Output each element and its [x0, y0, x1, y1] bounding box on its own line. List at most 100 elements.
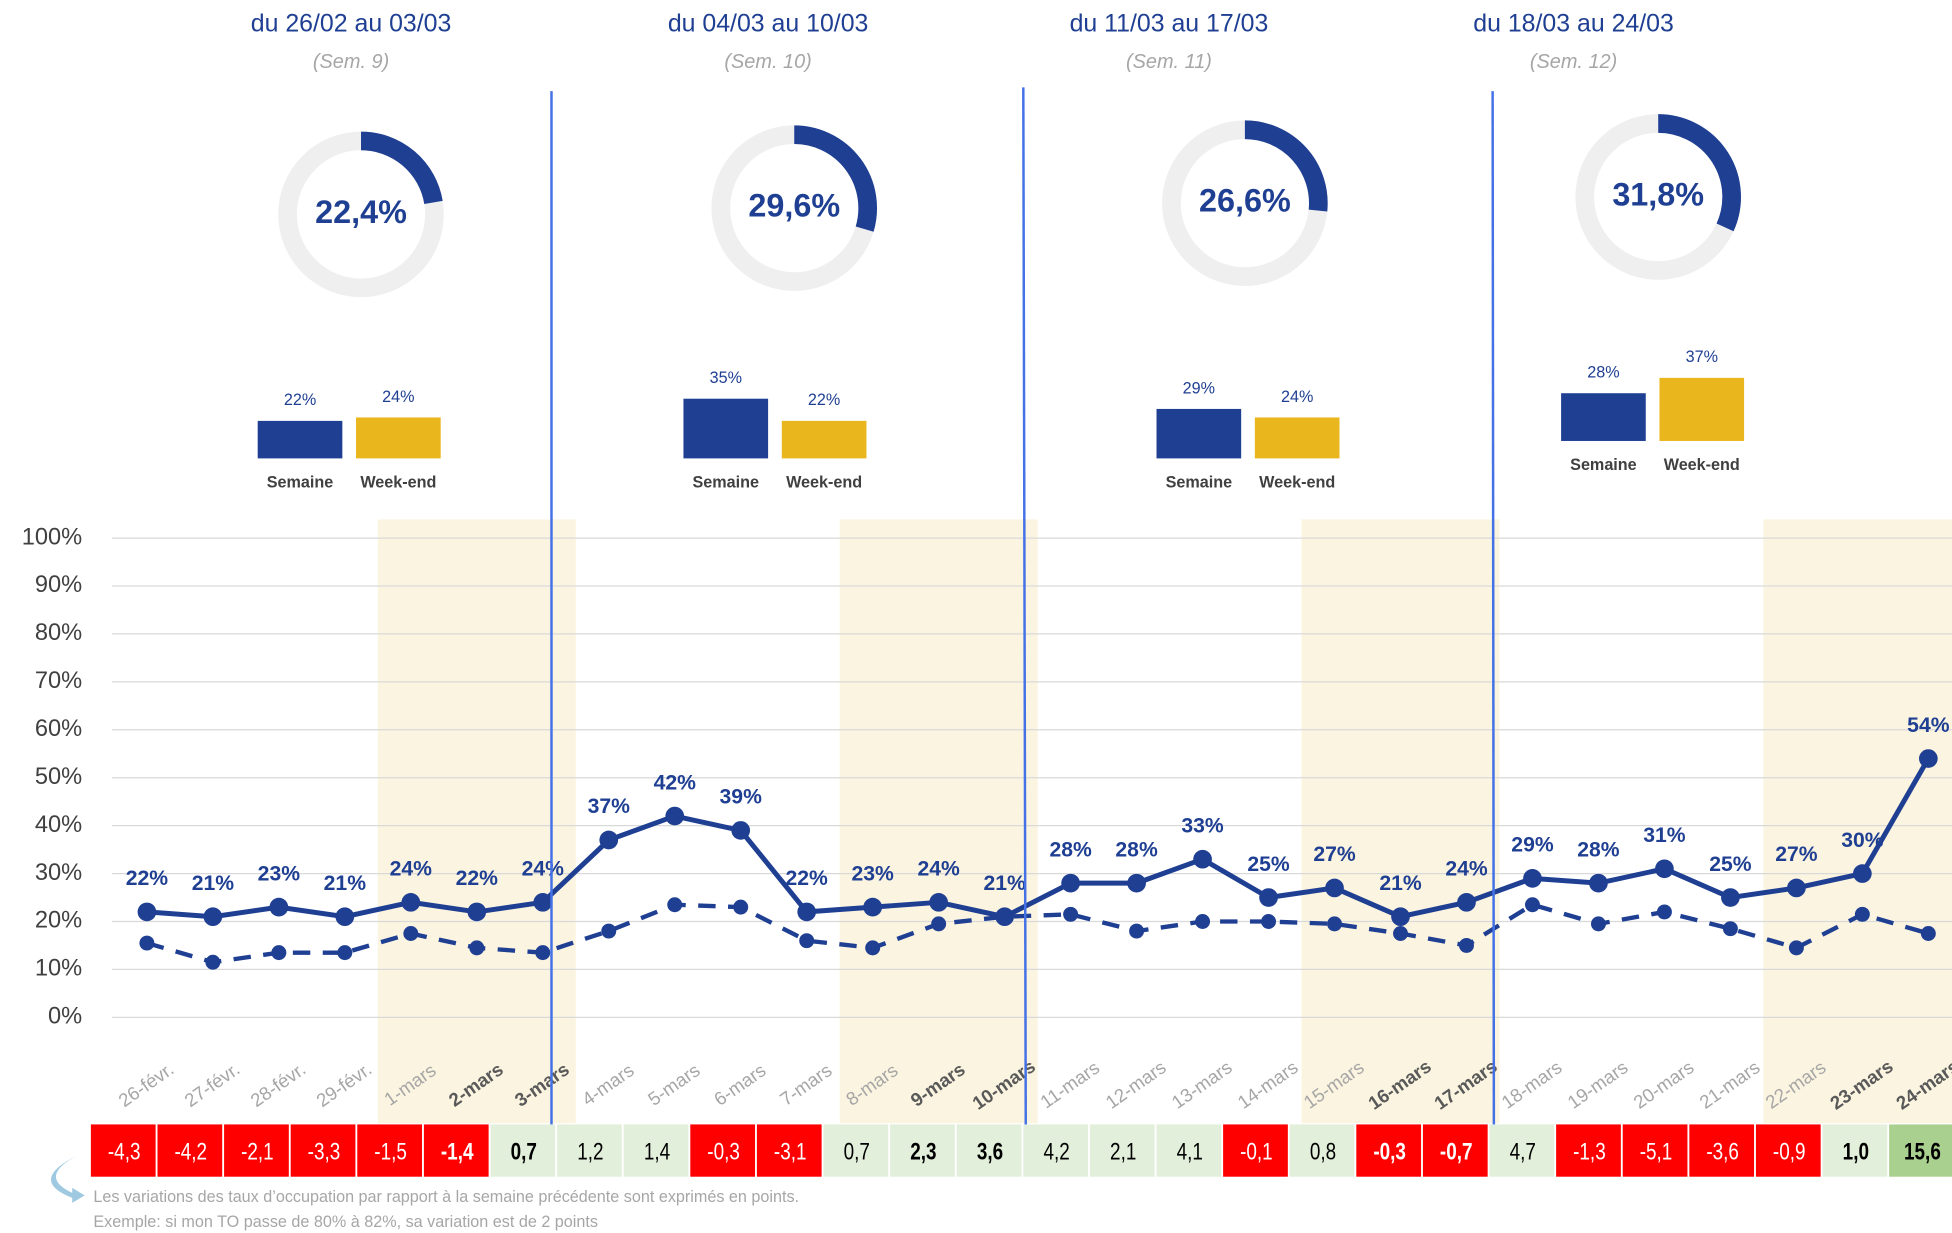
- point: [1655, 859, 1674, 879]
- point: [1787, 878, 1806, 898]
- variation-label: -1,5: [374, 1138, 407, 1165]
- data-label: 39%: [720, 786, 763, 809]
- data-label: 22%: [456, 867, 499, 890]
- point: [599, 830, 619, 850]
- point: [799, 933, 815, 949]
- point: [1061, 873, 1080, 893]
- x-tick-label: 21-mars: [1695, 1056, 1763, 1112]
- variation-cell: [1156, 1124, 1222, 1177]
- variation-label: -3,1: [774, 1138, 807, 1165]
- data-label: 33%: [1181, 814, 1224, 837]
- point: [1722, 921, 1738, 937]
- point: [1457, 892, 1476, 912]
- variation-cell: [157, 1124, 223, 1177]
- variation-label: 0,7: [511, 1138, 537, 1165]
- data-label: 25%: [1247, 853, 1290, 876]
- x-tick-label: 5-mars: [644, 1059, 704, 1109]
- variation-label: -2,1: [241, 1138, 274, 1165]
- point: [1590, 916, 1606, 932]
- bar-value-label: 24%: [1281, 388, 1313, 406]
- x-tick-label: 18-mars: [1498, 1056, 1566, 1112]
- variation-cell: [290, 1124, 356, 1177]
- point: [535, 945, 551, 961]
- data-label: 23%: [852, 862, 895, 885]
- variation-label: -0,1: [1240, 1138, 1273, 1165]
- bar-value-label: 22%: [284, 391, 316, 409]
- point: [1195, 914, 1211, 929]
- point: [1721, 888, 1740, 907]
- point: [1523, 869, 1542, 888]
- variation-cell: [1422, 1124, 1488, 1177]
- variation-label: -0,3: [1373, 1138, 1406, 1165]
- bar-value-label: 35%: [710, 369, 742, 387]
- data-label: 24%: [1445, 858, 1488, 881]
- variation-label: -4,2: [174, 1138, 207, 1165]
- data-label: 42%: [654, 771, 697, 794]
- bar: [356, 417, 441, 459]
- x-tick-label: 11-mars: [1036, 1057, 1103, 1113]
- weekend-band: [377, 519, 576, 1124]
- point: [1063, 906, 1079, 922]
- variation-cell: [557, 1124, 622, 1177]
- data-label: 21%: [983, 872, 1026, 895]
- bar-value-label: 22%: [808, 391, 840, 409]
- point: [1459, 937, 1474, 953]
- week-subtitle: (Sem. 9): [313, 51, 389, 73]
- point: [1327, 916, 1342, 932]
- week-title: du 18/03 au 24/03: [1473, 10, 1674, 38]
- variation-label: 2,3: [910, 1138, 936, 1165]
- point: [931, 916, 947, 932]
- x-tick-label: 4-mars: [578, 1059, 638, 1109]
- y-tick-label: 60%: [35, 716, 82, 742]
- y-tick-label: 0%: [48, 1004, 82, 1030]
- donut-arc: [793, 125, 878, 232]
- bar-category-label: Week-end: [786, 474, 862, 492]
- point: [1391, 907, 1410, 927]
- point: [401, 892, 421, 912]
- variation-cell: [1023, 1124, 1089, 1177]
- point: [139, 935, 155, 951]
- x-tick-label: 20-mars: [1629, 1056, 1697, 1112]
- point: [1525, 897, 1540, 913]
- variation-label: -3,3: [308, 1138, 341, 1165]
- variation-cell: [1822, 1124, 1888, 1177]
- bar-category-label: Semaine: [267, 474, 334, 492]
- data-label: 27%: [1775, 843, 1818, 866]
- y-tick-label: 70%: [35, 668, 82, 694]
- bar: [257, 420, 343, 459]
- point: [1853, 864, 1872, 883]
- bar-category-label: Semaine: [1570, 456, 1637, 474]
- line: [146, 902, 1929, 965]
- variation-cell: [1556, 1124, 1621, 1177]
- bar: [781, 420, 867, 459]
- bar: [1561, 393, 1646, 441]
- bar: [1156, 408, 1242, 459]
- point: [1129, 923, 1145, 939]
- data-label: 37%: [588, 795, 631, 818]
- point: [731, 821, 751, 840]
- y-tick-label: 20%: [35, 908, 82, 934]
- point: [403, 926, 419, 941]
- point: [1919, 749, 1938, 768]
- variation-cell: [956, 1124, 1022, 1177]
- week-subtitle: (Sem. 12): [1530, 51, 1617, 73]
- data-label: 25%: [1709, 853, 1752, 876]
- variation-cell: [1489, 1124, 1555, 1177]
- variation-label: -5,1: [1640, 1138, 1673, 1165]
- week-subtitle: (Sem. 11): [1126, 51, 1212, 73]
- variation-cell: [890, 1124, 955, 1177]
- variation-label: -0,3: [707, 1138, 740, 1165]
- point: [929, 892, 948, 912]
- point: [467, 902, 487, 922]
- y-tick-label: 40%: [35, 812, 82, 838]
- data-label: 54%: [1907, 714, 1950, 737]
- variation-cell: [1356, 1124, 1422, 1177]
- x-tick-label: 29-févr.: [312, 1058, 375, 1111]
- bar-category-label: Week-end: [1664, 456, 1740, 474]
- variation-cell: [823, 1124, 889, 1177]
- bar-category-label: Week-end: [360, 474, 436, 492]
- y-tick-label: 100%: [22, 524, 82, 550]
- point: [997, 909, 1013, 925]
